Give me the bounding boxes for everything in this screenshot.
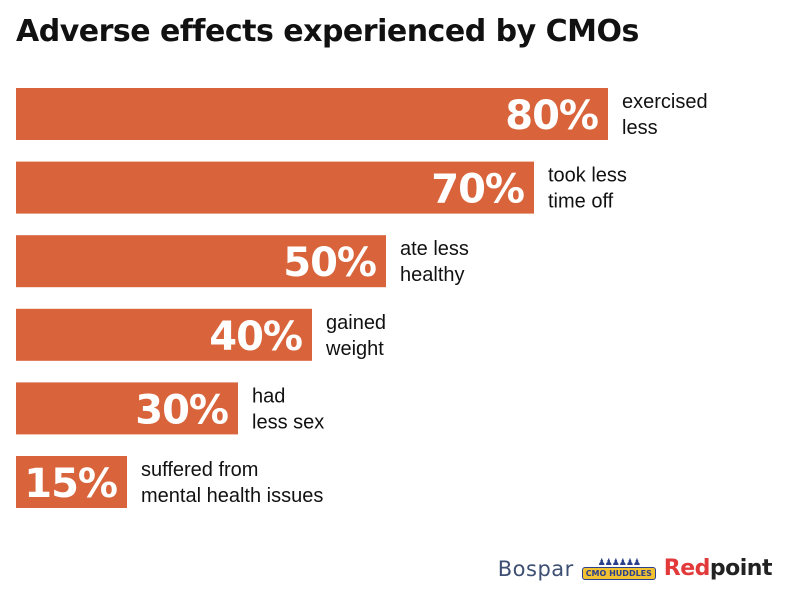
- category-label-1: took less time off: [548, 165, 627, 213]
- bar-1: [16, 161, 534, 214]
- category-label-line: healthy: [400, 264, 465, 286]
- redpoint-logo-suffix: point: [709, 556, 773, 581]
- category-label-5: suffered from mental health issues: [141, 459, 323, 507]
- category-label-line: less: [622, 117, 658, 139]
- category-label-line: ate less: [400, 238, 469, 260]
- bar-4: [16, 382, 238, 435]
- redpoint-logo: Redpoint: [663, 556, 773, 581]
- category-label-4: had less sex: [252, 385, 324, 433]
- chart-title: Adverse effects experienced by CMOs: [16, 14, 639, 49]
- category-label-line: had: [252, 385, 285, 407]
- bospar-logo: Bospar: [497, 556, 574, 581]
- bar-0: [16, 88, 608, 140]
- value-label-4: 30%: [135, 387, 228, 433]
- bar-5: [16, 456, 127, 508]
- category-label-line: took less: [548, 165, 627, 187]
- cmo-huddles-badge: CMO HUDDLES: [581, 566, 656, 580]
- value-label-5: 15%: [24, 461, 117, 507]
- category-label-line: gained: [326, 312, 386, 334]
- category-label-line: suffered from: [141, 459, 258, 481]
- category-label-line: weight: [325, 338, 384, 360]
- category-label-0: exercised less: [622, 91, 708, 139]
- redpoint-logo-prefix: Red: [663, 556, 711, 581]
- value-label-2: 50%: [283, 240, 376, 286]
- category-label-line: time off: [548, 191, 614, 213]
- huddle-figures-icon: ♟♟♟♟♟♟: [597, 556, 641, 567]
- value-label-0: 80%: [505, 93, 598, 139]
- cmo-huddles-logo: ♟♟♟♟♟♟ CMO HUDDLES: [581, 556, 656, 580]
- category-label-line: exercised: [622, 91, 708, 113]
- value-label-1: 70%: [431, 167, 524, 213]
- value-label-3: 40%: [209, 314, 302, 360]
- bar-2: [16, 235, 386, 288]
- category-label-line: mental health issues: [141, 485, 323, 507]
- footer-logos: Bospar ♟♟♟♟♟♟ CMO HUDDLES Redpoint: [497, 556, 773, 581]
- category-label-2: ate less healthy: [400, 238, 469, 286]
- category-label-3: gained weight: [325, 312, 386, 360]
- category-label-line: less sex: [252, 411, 324, 433]
- bar-3: [16, 308, 312, 361]
